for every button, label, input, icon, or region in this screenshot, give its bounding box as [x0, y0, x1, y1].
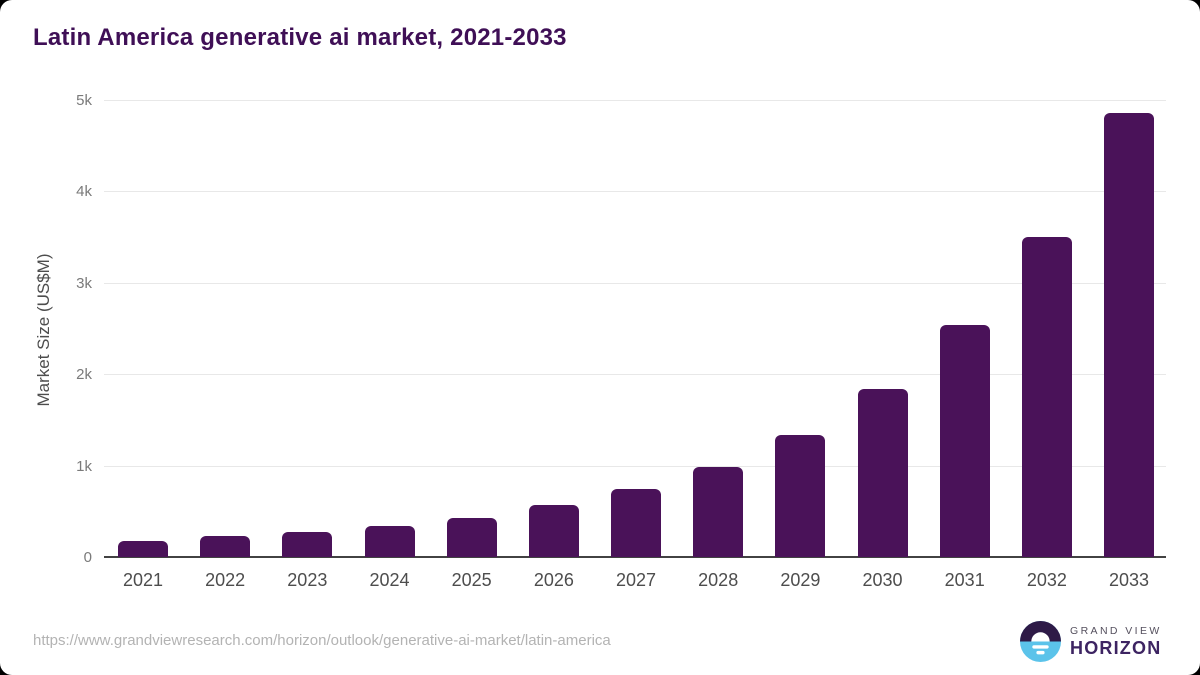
y-tick-label: 0	[83, 549, 92, 566]
bar-2028	[693, 467, 744, 557]
bar-2032	[1021, 237, 1072, 557]
bar-2021	[118, 541, 168, 557]
x-tick-label-2025: 2025	[451, 570, 492, 590]
y-gridline	[104, 100, 1166, 101]
bar-2025	[446, 518, 497, 557]
y-gridline	[104, 374, 1166, 376]
bar-2024	[364, 526, 415, 557]
bar-2029	[775, 435, 826, 557]
y-tick-label: 1k	[76, 457, 92, 475]
y-gridline	[104, 282, 1166, 284]
x-tick-label-2021: 2021	[122, 570, 164, 590]
chart-title: Latin America generative ai market, 2021…	[33, 24, 567, 51]
x-tick-label-2029: 2029	[780, 570, 821, 590]
x-tick-label-2023: 2023	[287, 570, 328, 590]
x-tick-label-2022: 2022	[205, 570, 246, 590]
x-tick-label-2031: 2031	[944, 570, 985, 590]
bar-2030	[857, 389, 908, 557]
bar-2031	[939, 325, 990, 557]
x-tick-label-2024: 2024	[369, 570, 410, 590]
y-tick-label: 5k	[76, 92, 92, 109]
bar-2023	[282, 532, 333, 557]
bar-2022	[200, 536, 251, 557]
logo-grand-view-label: GRAND VIEW	[1070, 625, 1162, 637]
brand-logo: GRAND VIEW HORIZON	[1020, 621, 1162, 662]
source-url: https://www.grandviewresearch.com/horizo…	[33, 632, 611, 649]
y-gridline	[104, 191, 1166, 193]
y-axis-title: Market Size (US$M)	[34, 253, 53, 407]
y-tick-label: 2k	[76, 366, 92, 384]
x-axis-line	[104, 556, 1166, 558]
x-tick-label-2028: 2028	[698, 570, 739, 590]
x-tick-label-2027: 2027	[615, 570, 657, 590]
y-tick-label: 3k	[76, 274, 92, 292]
x-tick-label-2033: 2033	[1109, 570, 1150, 590]
y-tick-label: 4k	[76, 183, 92, 201]
logo-horizon-label: HORIZON	[1070, 638, 1162, 658]
x-tick-label-2026: 2026	[533, 570, 574, 590]
x-tick-label-2032: 2032	[1026, 570, 1067, 590]
bar-2033	[1104, 113, 1155, 557]
brand-logo-text: GRAND VIEW HORIZON	[1070, 625, 1162, 658]
bar-2026	[528, 505, 579, 557]
x-tick-label-2030: 2030	[862, 570, 903, 590]
horizon-sunrise-icon	[1020, 621, 1061, 662]
bar-2027	[611, 489, 662, 557]
y-gridline	[104, 465, 1166, 467]
